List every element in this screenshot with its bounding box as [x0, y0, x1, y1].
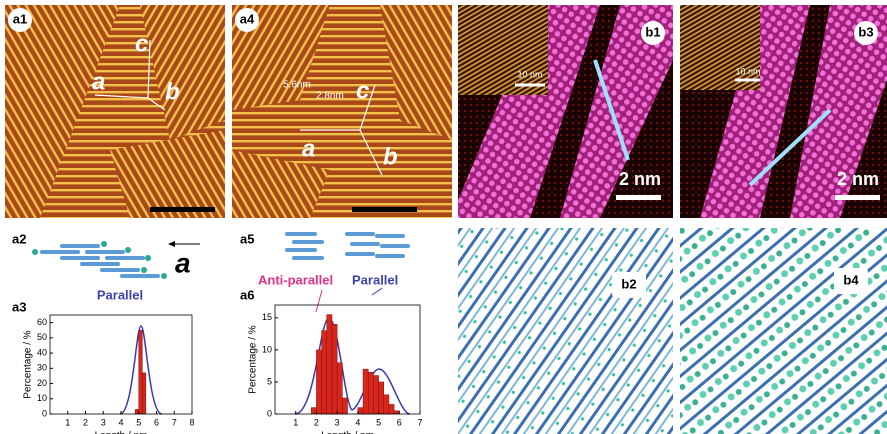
scale: 2 nm	[619, 169, 661, 189]
plot-frame	[50, 315, 192, 414]
x-tick-label: 5	[376, 417, 381, 427]
y-tick-label: 40	[37, 347, 47, 357]
model-b2: b2	[458, 228, 673, 434]
x-tick-label: 1	[293, 417, 298, 427]
y-tick-label: 10	[262, 344, 272, 354]
inset-scale: 10 nm	[735, 66, 760, 76]
x-tick-label: 8	[189, 417, 194, 427]
bar	[342, 398, 347, 414]
caption: Parallel	[97, 287, 143, 302]
scheme-a2: a2 a Parallel	[12, 231, 200, 302]
bar	[389, 404, 394, 414]
y-axis-label: Percentage / %	[248, 325, 259, 393]
figure: a1 a b c a4 a b c 5.6nm 2.8nm 10 nm 2 nm…	[0, 0, 887, 434]
direction: c	[135, 30, 148, 57]
scheme-a5: a5 Anti-parallel Parallel	[240, 231, 410, 312]
image-b1: 10 nm 2 nm b1	[458, 5, 673, 218]
x-tick-label: 5	[136, 417, 141, 427]
bar	[327, 315, 332, 414]
direction: b	[383, 143, 398, 170]
x-tick-label: 6	[397, 417, 402, 427]
bar	[135, 409, 139, 414]
direction: a	[92, 68, 105, 95]
panel-label: a2	[12, 231, 26, 246]
scale: 2 nm	[837, 169, 879, 189]
panel-label: b2	[621, 276, 636, 291]
y-tick-label: 0	[267, 408, 272, 418]
histogram: a3 0 10 20 30 40 50 60 1 2 3 4 5 6 7 8 Percentage / % Len…	[12, 299, 195, 434]
bar	[358, 408, 363, 414]
bar	[379, 382, 384, 414]
bar	[142, 373, 146, 414]
y-tick-label: 30	[37, 363, 47, 373]
bar	[139, 330, 143, 414]
y-tick-label: 10	[37, 393, 47, 403]
y-tick-label: 15	[262, 312, 272, 322]
panel-label: a6	[240, 287, 254, 302]
bar	[322, 331, 327, 414]
image-a1: a1 a b c	[5, 5, 225, 218]
inset-scale: 10 nm	[517, 69, 542, 79]
bar	[311, 408, 316, 414]
panel-label: b4	[843, 272, 859, 287]
y-tick-label: 60	[37, 317, 47, 327]
x-tick-label: 3	[335, 417, 340, 427]
x-tick-label: 6	[154, 417, 159, 427]
x-tick-label: 7	[417, 417, 422, 427]
x-tick-label: 7	[172, 417, 177, 427]
x-axis-label: Length / nm	[321, 431, 374, 434]
model-b4: b4	[680, 228, 887, 434]
y-tick-label: 0	[42, 408, 47, 418]
bar	[373, 376, 378, 414]
bar	[394, 411, 399, 414]
spacing: 5.6nm	[283, 80, 311, 91]
direction: a	[302, 135, 315, 162]
spacing: 2.8nm	[316, 91, 344, 102]
x-tick-label: 2	[314, 417, 319, 427]
image-a4: a4 a b c 5.6nm 2.8nm	[232, 5, 452, 218]
panel-label: a5	[240, 231, 254, 246]
direction: b	[165, 78, 180, 105]
x-axis-label: Length / nm	[95, 431, 148, 434]
bar	[337, 363, 342, 414]
bar	[368, 372, 373, 414]
panel-label: b1	[645, 24, 660, 39]
panel-label: a3	[12, 299, 26, 314]
caption: Parallel	[352, 272, 398, 287]
panel-label: a4	[240, 11, 255, 26]
y-tick-label: 20	[37, 378, 47, 388]
histogram: a6 0 5 10 15 1 2 3 4 5 6 7 Percentage / % Length / nm	[240, 287, 423, 434]
direction: a	[175, 247, 191, 278]
bar	[316, 350, 321, 414]
y-tick-label: 5	[267, 376, 272, 386]
x-tick-label: 2	[83, 417, 88, 427]
bar	[332, 324, 337, 414]
panel-label: b3	[858, 24, 873, 39]
bar	[384, 395, 389, 414]
x-tick-label: 1	[65, 417, 70, 427]
x-tick-label: 3	[101, 417, 106, 427]
y-axis-label: Percentage / %	[23, 330, 34, 398]
x-tick-label: 4	[355, 417, 360, 427]
panel-label: a1	[13, 11, 27, 26]
image-b3: 10 nm 2 nm b3	[680, 5, 887, 218]
x-tick-label: 4	[118, 417, 123, 427]
bar	[363, 369, 368, 414]
direction: c	[356, 77, 369, 104]
caption: Anti-parallel	[258, 272, 333, 287]
fit-curve	[295, 318, 410, 414]
y-tick-label: 50	[37, 332, 47, 342]
